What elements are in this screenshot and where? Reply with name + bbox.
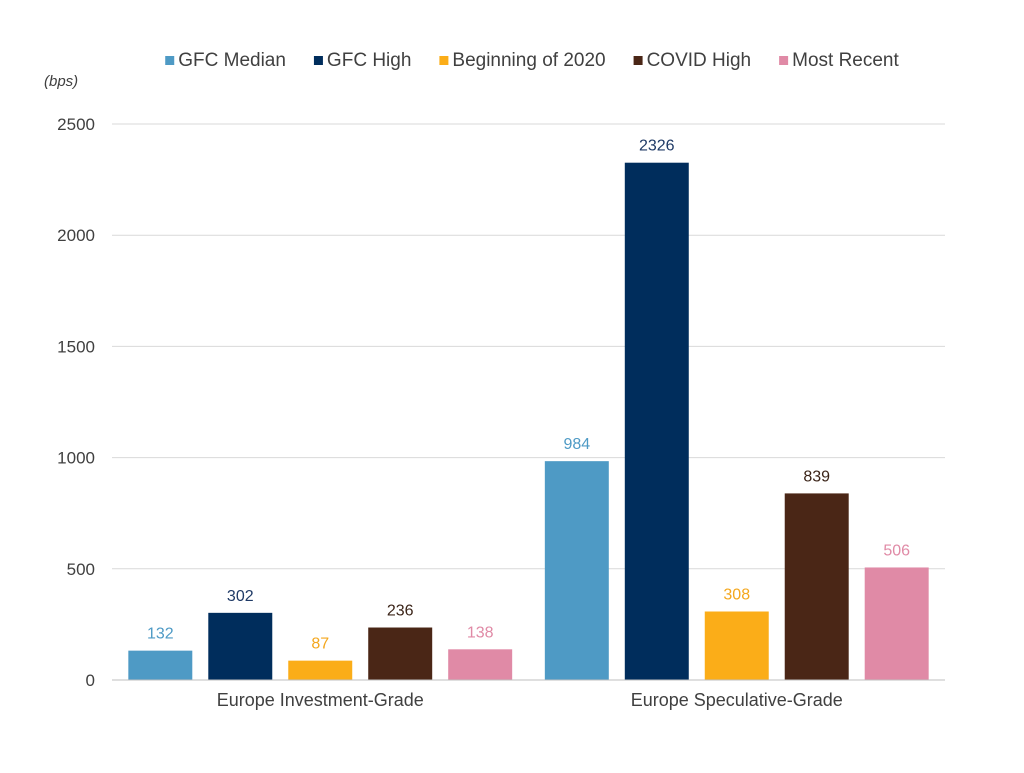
- bar-beginning-of-2020-europe-speculative-grade: [704, 611, 769, 680]
- data-label: 236: [387, 603, 414, 620]
- bar-most-recent-europe-speculative-grade: [864, 567, 929, 680]
- data-label: 984: [563, 436, 590, 453]
- legend-item-gfc-high: GFC High: [313, 50, 411, 71]
- data-labels: 132 302 87 236 138 984 2326 308 839 506: [147, 138, 910, 653]
- category-label: Europe Investment-Grade: [217, 690, 424, 710]
- y-unit-label: (bps): [44, 73, 78, 90]
- legend-swatch: [633, 56, 643, 65]
- data-label: 302: [227, 588, 254, 605]
- y-tick-label: 0: [86, 671, 95, 690]
- legend-label: GFC Median: [178, 50, 286, 71]
- legend-item-most-recent: Most Recent: [779, 50, 899, 71]
- legend-swatch: [313, 56, 323, 65]
- y-axis-ticks: 0 500 1000 1500 2000 2500: [57, 115, 95, 690]
- bar-gfc-high-europe-investment-grade: [208, 612, 273, 680]
- data-label: 132: [147, 626, 174, 643]
- legend-item-gfc-median: GFC Median: [165, 50, 286, 71]
- category-label: Europe Speculative-Grade: [631, 690, 843, 710]
- legend-label: Beginning of 2020: [452, 50, 605, 71]
- legend-swatch: [779, 56, 789, 65]
- data-label: 506: [883, 542, 910, 559]
- data-label: 2326: [639, 138, 675, 155]
- bar-covid-high-europe-speculative-grade: [784, 493, 849, 680]
- y-tick-label: 500: [67, 560, 95, 579]
- bar-beginning-of-2020-europe-investment-grade: [288, 660, 353, 680]
- bar-most-recent-europe-investment-grade: [448, 649, 513, 680]
- data-label: 138: [467, 624, 494, 641]
- legend: GFC Median GFC High Beginning of 2020 COVID…: [165, 50, 899, 71]
- y-tick-label: 2500: [57, 115, 95, 134]
- bar-covid-high-europe-investment-grade: [368, 627, 433, 680]
- bar-gfc-median-europe-investment-grade: [128, 650, 193, 680]
- legend-swatch: [439, 56, 449, 65]
- legend-item-beginning-of-2020: Beginning of 2020: [439, 50, 606, 71]
- y-tick-label: 1500: [57, 337, 95, 356]
- category-labels: Europe Investment-Grade Europe Speculativ…: [217, 690, 843, 710]
- y-tick-label: 2000: [57, 226, 95, 245]
- legend-label: GFC High: [327, 50, 411, 71]
- y-tick-label: 1000: [57, 449, 95, 468]
- bar-gfc-median-europe-speculative-grade: [544, 461, 609, 680]
- data-label: 308: [723, 587, 750, 604]
- bars: [128, 162, 929, 680]
- bar-gfc-high-europe-speculative-grade: [624, 162, 689, 680]
- legend-label: Most Recent: [792, 50, 899, 71]
- data-label: 87: [311, 636, 329, 653]
- legend-label: COVID High: [647, 50, 752, 71]
- legend-swatch: [165, 56, 175, 65]
- legend-item-covid-high: COVID High: [633, 50, 752, 71]
- data-label: 839: [803, 468, 830, 485]
